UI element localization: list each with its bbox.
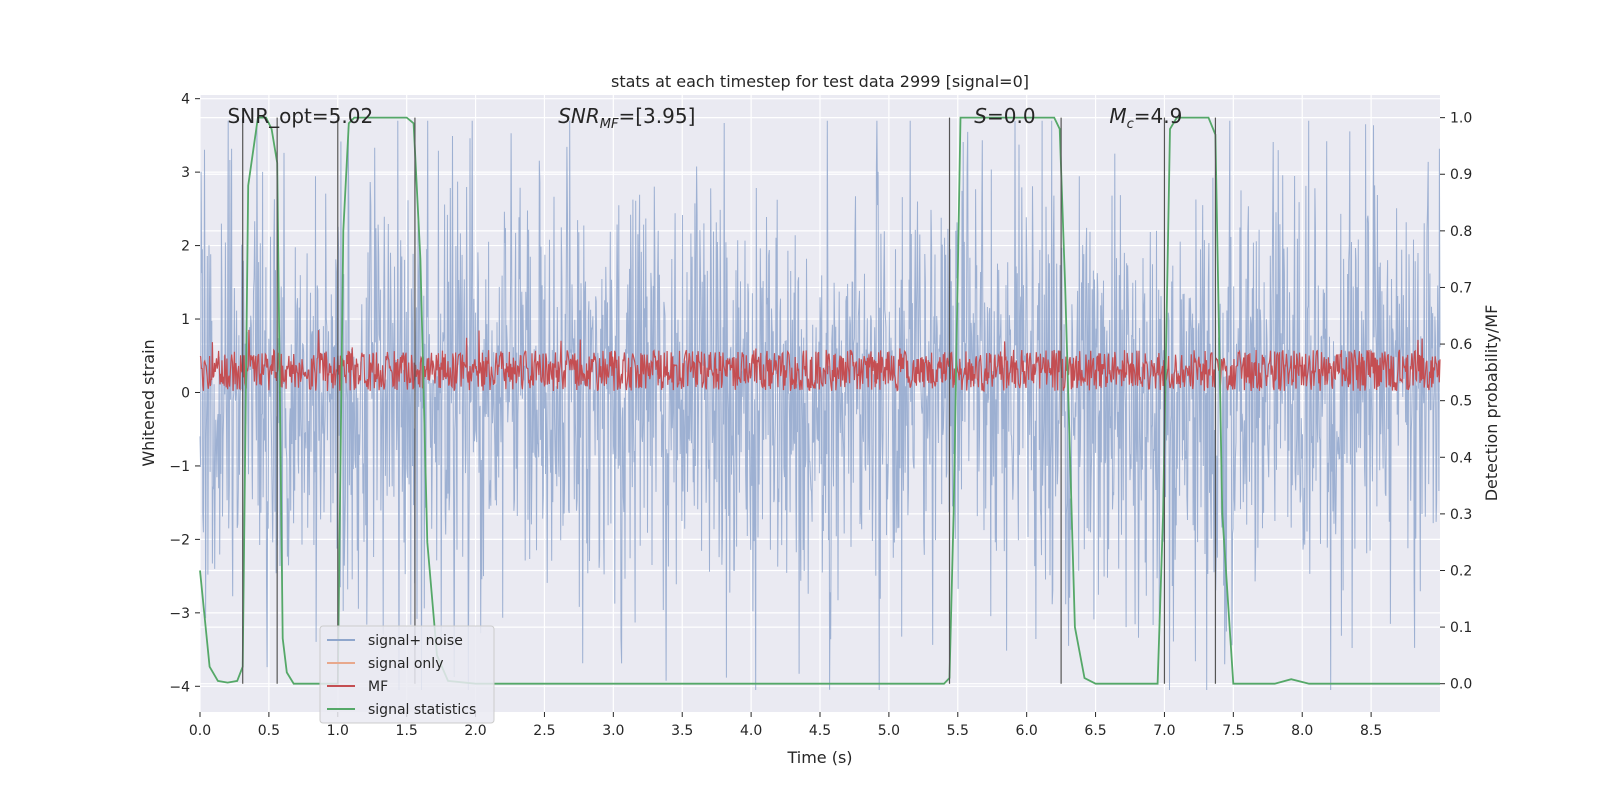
legend: signal+ noise signal only MF signal stat…: [319, 625, 495, 724]
x-axis-ticks: 0.0 0.5 1.0 1.5 2.0 2.5 3.0 3.5 4.0 4.5 5.0 5.5 6.0 6…: [189, 712, 1382, 739]
y-left-tick-label-3: −1: [169, 459, 190, 475]
legend-box: [319, 625, 495, 724]
x-tick-label-4: 2.0: [464, 723, 486, 739]
annotation-2: S=0.0: [974, 104, 1035, 128]
y-left-tick-label-1: −3: [169, 606, 190, 622]
y-left-tick-label-8: 4: [181, 92, 190, 108]
y-axis-label-right: Detection probability/MF: [1482, 305, 1501, 502]
x-tick-label-15: 7.5: [1222, 723, 1244, 739]
vertical-markers: [242, 117, 1217, 684]
series-signal-statistics-line: [199, 116, 1440, 685]
x-tick-label-0: 0.0: [189, 723, 211, 739]
y-left-tick-label-2: −2: [169, 532, 190, 548]
annotation-1: SNRMF=[3.95]: [558, 104, 695, 132]
x-tick-label-1: 0.5: [258, 723, 280, 739]
chart-title: stats at each timestep for test data 299…: [611, 72, 1029, 91]
annotation-3: Mc=4.9: [1109, 104, 1182, 132]
y-right-tick-label-3: 0.3: [1450, 507, 1472, 523]
x-tick-label-10: 5.0: [878, 723, 900, 739]
legend-label-signal-noise: signal+ noise: [368, 633, 463, 649]
x-tick-label-14: 7.0: [1153, 723, 1175, 739]
y-left-tick-label-6: 2: [181, 239, 190, 255]
y-right-tick-label-7: 0.7: [1450, 280, 1472, 296]
y-right-tick-label-5: 0.5: [1450, 394, 1472, 410]
y-right-tick-label-9: 0.9: [1450, 167, 1472, 183]
series-mf-line: [199, 329, 1441, 393]
y-right-tick-label-2: 0.2: [1450, 563, 1472, 579]
y-left-tick-label-4: 0: [181, 385, 190, 401]
annotations: SNR_opt=5.02 SNRMF=[3.95] S=0.0 Mc=4.9: [228, 104, 1183, 132]
series-layer: [199, 116, 1441, 691]
y-left-tick-label-0: −4: [169, 679, 190, 695]
series-signal-noise-line: [199, 120, 1441, 691]
left-axis-ticks: −4 −3 −2 −1 0 1 2 3 4: [169, 92, 200, 695]
right-axis-ticks: 0.0 0.1 0.2 0.3 0.4 0.5 0.6 0.7 0.8 0.9 1.0: [1440, 111, 1472, 693]
x-tick-label-5: 2.5: [533, 723, 555, 739]
x-tick-label-8: 4.0: [740, 723, 762, 739]
y-left-tick-label-5: 1: [181, 312, 190, 328]
y-right-tick-label-10: 1.0: [1450, 111, 1472, 127]
y-right-tick-label-6: 0.6: [1450, 337, 1472, 353]
legend-label-mf: MF: [368, 679, 388, 695]
x-tick-label-6: 3.0: [602, 723, 624, 739]
annotation-0: SNR_opt=5.02: [228, 104, 374, 128]
y-right-tick-label-1: 0.1: [1450, 620, 1472, 636]
x-tick-label-12: 6.0: [1016, 723, 1038, 739]
x-tick-label-13: 6.5: [1084, 723, 1106, 739]
legend-label-signal-only: signal only: [368, 656, 443, 672]
x-tick-label-7: 3.5: [671, 723, 693, 739]
x-tick-label-17: 8.5: [1360, 723, 1382, 739]
x-tick-label-9: 4.5: [809, 723, 831, 739]
y-right-tick-label-0: 0.0: [1450, 677, 1472, 693]
y-right-tick-label-8: 0.8: [1450, 224, 1472, 240]
y-axis-label-left: Whitened strain: [139, 339, 158, 466]
y-right-tick-label-4: 0.4: [1450, 450, 1472, 466]
x-axis-label: Time (s): [786, 748, 852, 767]
y-left-tick-label-7: 3: [181, 165, 190, 181]
x-tick-label-3: 1.5: [396, 723, 418, 739]
x-tick-label-2: 1.0: [327, 723, 349, 739]
x-tick-label-11: 5.5: [947, 723, 969, 739]
legend-label-signal-statistics: signal statistics: [368, 702, 476, 718]
x-tick-label-16: 8.0: [1291, 723, 1313, 739]
